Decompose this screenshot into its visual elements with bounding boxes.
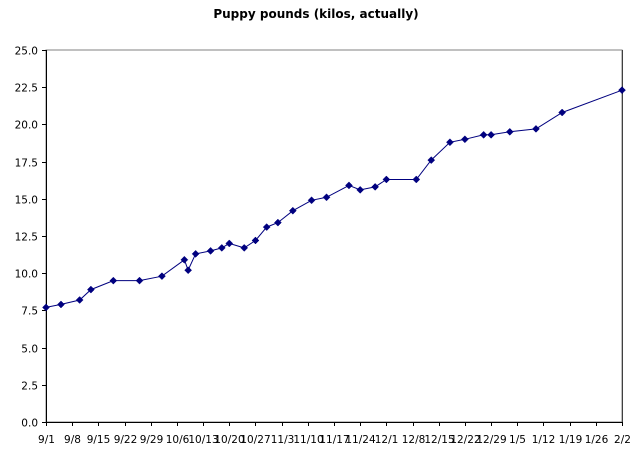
x-tick-label: 1/5 [509,434,526,446]
data-point [505,127,514,136]
data-point [461,135,469,144]
y-tick-label: 5.0 [21,344,38,356]
x-tick-label: 10/13 [188,434,218,446]
x-tick-label: 11/17 [319,434,349,446]
x-tick-label: 12/22 [450,434,480,446]
data-point [412,175,421,184]
x-tick-label: 1/19 [559,434,583,446]
data-point [345,181,353,190]
plot-area [45,49,623,423]
y-tick-label: 17.5 [15,158,38,170]
y-tick-label: 2.5 [21,381,38,393]
data-point [206,247,215,255]
x-tick-label: 12/15 [424,434,454,446]
data-point [446,138,454,147]
x-tick-label: 12/29 [476,434,506,446]
data-point [158,272,166,281]
x-tick-label: 10/6 [166,434,190,446]
data-point [427,156,436,164]
data-point [371,183,379,191]
tick-labels: 0.0 2.5 5.0 7.5 10.0 12.5 15.0 17.5 20.0 22.5 25.0… [15,46,631,447]
data-point [382,175,391,184]
y-tick-label: 0.0 [21,418,38,430]
data-point [109,276,118,285]
data-point [87,285,95,294]
data-point [217,244,226,252]
data-point [487,130,495,139]
series-line [45,89,623,308]
data-point [618,86,626,95]
data-point [75,296,84,304]
data-point [251,236,260,245]
data-point [180,255,189,264]
series [42,86,626,312]
x-tick-label: 2/2 [614,434,631,446]
y-tick-label: 22.5 [15,83,38,95]
x-tick-label: 1/12 [532,434,556,446]
y-tick-label: 20.0 [15,120,38,132]
y-tick-label: 25.0 [15,46,38,58]
data-point [322,193,331,202]
y-tick-label: 12.5 [15,232,38,244]
x-tick-label: 9/8 [64,434,81,446]
x-tick-label: 1/26 [585,434,609,446]
x-tick-label: 10/27 [240,434,270,446]
x-tick-label: 9/22 [114,434,138,446]
data-point [274,218,282,227]
data-point [262,223,271,231]
data-point [191,250,200,258]
data-point [225,239,234,248]
chart-title: Puppy pounds (kilos, actually) [213,7,419,21]
data-point [289,206,297,215]
data-point [184,266,192,275]
y-tick-label: 7.5 [21,306,38,318]
x-tick-label: 12/8 [402,434,426,446]
x-tick-label: 11/10 [293,434,323,446]
x-tick-label: 10/20 [214,434,244,446]
data-point [307,196,316,205]
x-tick-label: 12/1 [375,434,399,446]
x-tick-label: 11/3 [271,434,295,446]
y-tick-label: 10.0 [15,269,38,281]
data-point [558,108,567,117]
data-point [532,125,540,133]
x-tick-label: 11/24 [345,434,376,446]
data-point [356,186,365,194]
data-point [42,303,50,312]
data-point [57,300,65,309]
x-tick-label: 9/29 [140,434,164,446]
axes [42,49,623,426]
data-point [479,130,488,139]
data-point [135,276,144,285]
x-tick-label: 9/15 [87,434,111,446]
data-point [240,244,249,252]
y-tick-label: 15.0 [15,195,38,207]
x-tick-label: 9/1 [38,434,55,446]
